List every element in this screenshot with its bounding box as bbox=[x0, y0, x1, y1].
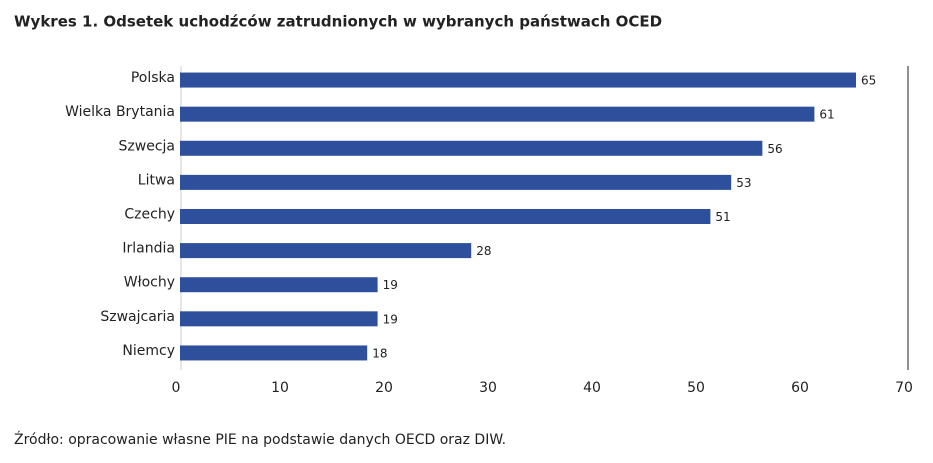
y-tick-label: Niemcy bbox=[122, 343, 175, 359]
value-label: 53 bbox=[736, 176, 751, 190]
x-tick-label: 30 bbox=[479, 380, 497, 396]
bar bbox=[180, 345, 368, 361]
bar bbox=[180, 174, 732, 190]
value-label: 19 bbox=[383, 312, 398, 326]
value-label: 61 bbox=[819, 108, 834, 122]
bar bbox=[180, 209, 711, 224]
y-tick-label: Polska bbox=[131, 70, 175, 86]
y-tick-label: Litwa bbox=[138, 172, 175, 188]
chart-title: Wykres 1. Odsetek uchodźców zatrudnionyc… bbox=[14, 13, 662, 31]
y-tick-label: Wielka Brytania bbox=[65, 104, 175, 120]
x-tick-label: 60 bbox=[791, 380, 809, 396]
value-label: 18 bbox=[372, 346, 387, 360]
bar bbox=[180, 140, 763, 156]
value-label: 19 bbox=[383, 278, 398, 292]
source-note: Źródło: opracowanie własne PIE na podsta… bbox=[14, 430, 506, 448]
x-tick-label: 70 bbox=[895, 380, 913, 396]
value-label: 65 bbox=[861, 74, 876, 88]
y-tick-label: Szwajcaria bbox=[100, 309, 175, 325]
bar bbox=[180, 311, 378, 327]
y-tick-label: Włochy bbox=[124, 275, 175, 291]
bar bbox=[180, 106, 815, 122]
bar bbox=[180, 72, 856, 88]
y-tick-label: Szwecja bbox=[119, 138, 175, 154]
x-tick-label: 0 bbox=[172, 380, 181, 396]
bar bbox=[180, 277, 378, 293]
bar bbox=[180, 243, 472, 259]
x-tick-label: 20 bbox=[375, 380, 393, 396]
y-tick-label: Czechy bbox=[124, 207, 175, 223]
x-tick-label: 40 bbox=[583, 380, 601, 396]
value-label: 56 bbox=[767, 142, 782, 156]
x-tick-label: 50 bbox=[687, 380, 705, 396]
value-label: 28 bbox=[476, 244, 491, 258]
x-tick-label: 10 bbox=[271, 380, 289, 396]
y-tick-label: Irlandia bbox=[122, 241, 175, 257]
value-label: 51 bbox=[715, 210, 730, 224]
